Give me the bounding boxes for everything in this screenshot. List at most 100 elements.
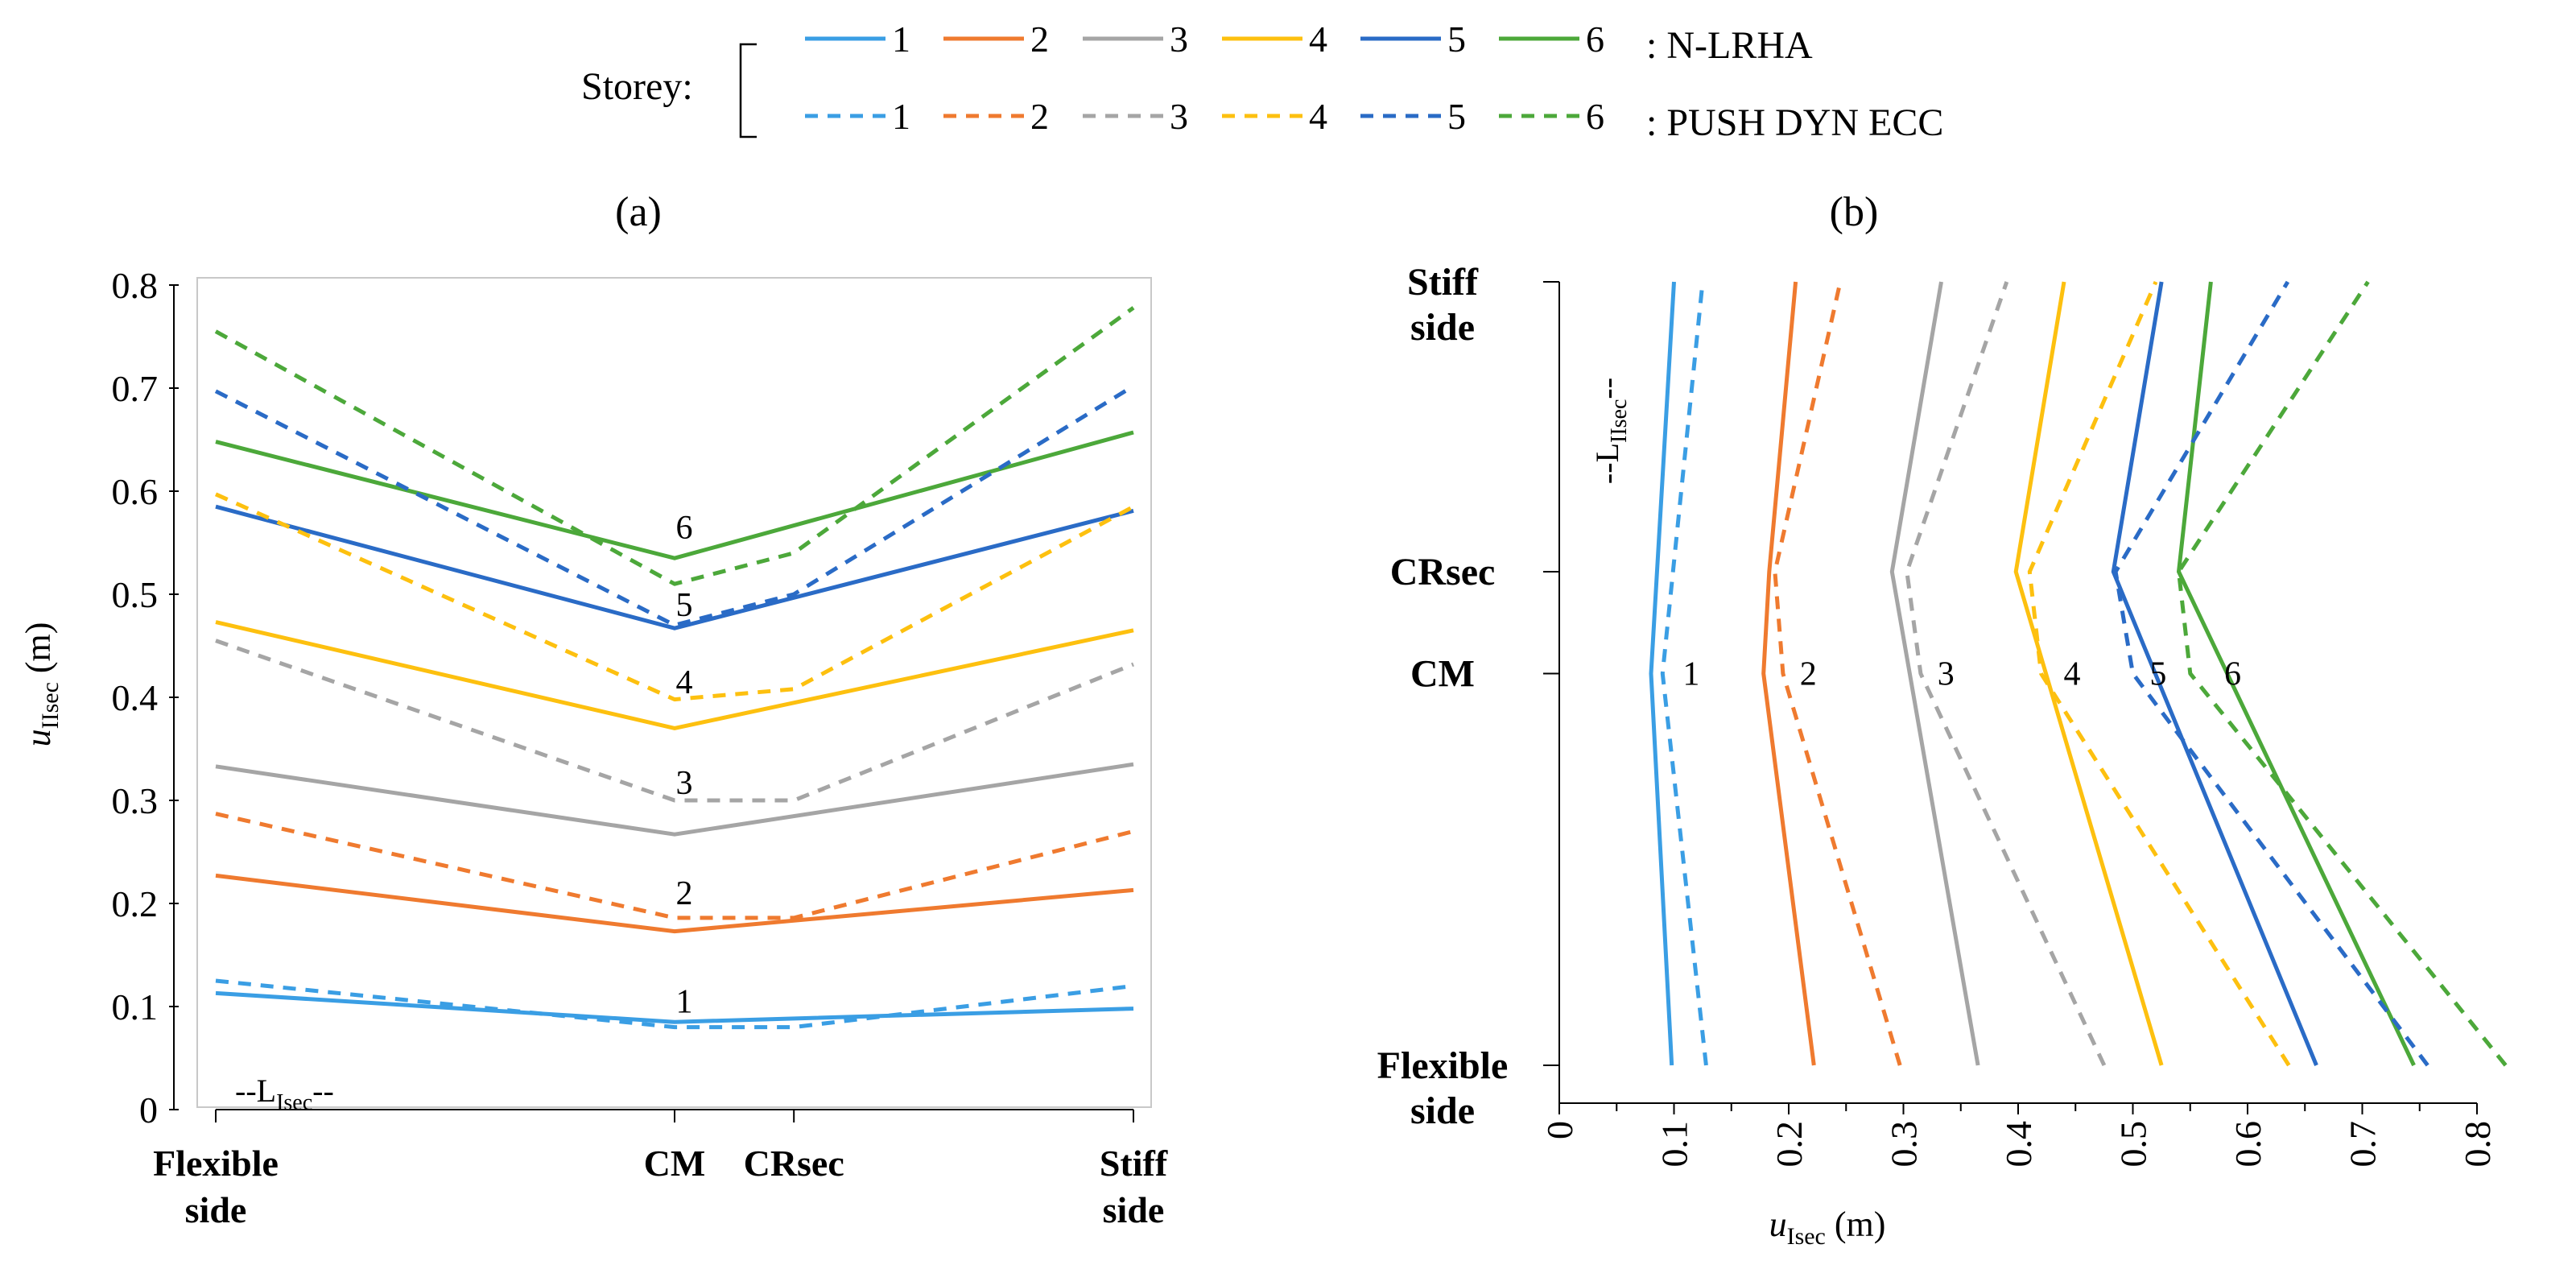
x-tick-label-a: CM: [644, 1143, 706, 1184]
legend: Storey: 1 1 2 2 3 3 4 4 5 5 6 6 : N-LRHA : PUSH DYN…: [581, 19, 1943, 144]
legend-entry-solid-4: 4: [1309, 19, 1327, 60]
y-tick-label-b: CRsec: [1390, 551, 1496, 593]
legend-dashed-label: : PUSH DYN ECC: [1646, 101, 1943, 144]
series-line-a-4-nlrha: [215, 620, 1134, 730]
series-line-b-4-nlrha: [2013, 281, 2164, 1066]
legend-entry-dashed-1: 1: [892, 96, 910, 137]
series-line-a-5-push: [214, 384, 1135, 627]
y-tick-label-b: side: [1410, 1089, 1475, 1132]
y-tick-label-a: 0.6: [112, 471, 159, 512]
storey-label-b-2: 2: [1800, 656, 1817, 693]
series-line-a-3-push: [215, 639, 1134, 803]
panel-label-a: (a): [615, 189, 662, 235]
series-line-b-6-push: [2177, 280, 2508, 1067]
storey-label-b-4: 4: [2064, 656, 2081, 693]
x-tick-label-b: 0.3: [1884, 1121, 1925, 1168]
x-tick-label-b-group: 0: [1539, 1121, 1580, 1139]
x-tick-label-b: 0.7: [2343, 1121, 2384, 1168]
storey-label-a-2: 2: [676, 875, 693, 912]
legend-bracket: [739, 43, 757, 138]
y-tick-label-a: 0: [139, 1089, 158, 1131]
y-tick-label-b: Flexible: [1377, 1044, 1509, 1087]
legend-prefix: Storey:: [581, 65, 693, 108]
svg-text:uIsec (m): uIsec (m): [1769, 1205, 1886, 1250]
series-line-a-2-push: [215, 812, 1134, 920]
x-tick-label-b: 0.8: [2457, 1121, 2498, 1168]
x-tick-label-a: side: [1103, 1189, 1165, 1230]
plot-frame-a: [196, 277, 1152, 1108]
x-tick-label-b-group: 0.2: [1769, 1121, 1810, 1168]
series-line-b-2-nlrha: [1761, 281, 1816, 1066]
x-axis-label-b-var: u: [1769, 1205, 1787, 1244]
y-tick-label-a: 0.5: [112, 574, 159, 615]
x-tick-label-b: 0.4: [1998, 1121, 2039, 1168]
series-line-b-1-nlrha: [1649, 281, 1676, 1066]
x-tick-label-b-group: 0.6: [2227, 1121, 2268, 1168]
y-tick-label-a: 0.4: [112, 677, 159, 718]
legend-entry-solid-5: 5: [1447, 19, 1466, 60]
svg-text:--LIIsec--: --LIIsec--: [1589, 378, 1632, 484]
y-axis-label-b: --LIIsec--: [1589, 378, 1632, 484]
y-axis-label-a-suffix: (m): [19, 622, 58, 683]
x-tick-label-b-group: 0.4: [1998, 1121, 2039, 1168]
x-axis-label-b-sub: Isec: [1787, 1223, 1826, 1250]
x-axis-label-a-suffix: --: [312, 1073, 334, 1109]
series-line-b-5-nlrha: [2111, 281, 2318, 1066]
x-tick-label-b-group: 0.5: [2113, 1121, 2154, 1168]
x-tick-label-a: side: [185, 1189, 247, 1230]
svg-text:--LIsec--: --LIsec--: [235, 1073, 334, 1115]
x-axis-label-b: uIsec (m): [1769, 1205, 1886, 1250]
y-tick-label-b: side: [1410, 306, 1475, 349]
legend-entry-dashed-6: 6: [1586, 96, 1604, 137]
x-tick-label-b-group: 0.8: [2457, 1121, 2498, 1168]
storey-label-b-5: 5: [2149, 656, 2166, 693]
legend-entry-dashed-3: 3: [1170, 96, 1188, 137]
x-tick-label-b: 0.2: [1769, 1121, 1810, 1168]
y-axis-label-a-sub: IIsec: [37, 682, 64, 729]
x-axis-label-a: --LIsec--: [235, 1073, 334, 1115]
y-axis-label-b-prefix: --L: [1589, 443, 1625, 484]
y-axis-label-b-suffix: --: [1589, 378, 1625, 399]
series-line-a-2-nlrha: [215, 873, 1134, 934]
storey-label-a-6: 6: [676, 510, 693, 547]
y-axis-label-a-var: u: [19, 729, 58, 746]
legend-solid-label: : N-LRHA: [1646, 24, 1813, 67]
x-tick-label-b: 0.1: [1654, 1121, 1695, 1168]
y-tick-label-a: 0.7: [112, 368, 159, 409]
y-tick-label-a: 0.3: [112, 780, 159, 821]
series-line-b-3-push: [1905, 281, 2107, 1067]
series-line-b-3-nlrha: [1889, 281, 1980, 1066]
y-tick-label-a: 0.2: [112, 883, 159, 924]
legend-entry-solid-1: 1: [892, 19, 910, 60]
legend-entry-dashed-4: 4: [1309, 96, 1327, 137]
legend-entry-solid-3: 3: [1170, 19, 1188, 60]
svg-text:uIIsec (m): uIIsec (m): [19, 622, 64, 747]
y-tick-label-a: 0.1: [112, 986, 159, 1027]
legend-entry-dashed-5: 5: [1447, 96, 1466, 137]
x-tick-label-b: 0: [1539, 1121, 1580, 1139]
storey-label-b-3: 3: [1938, 656, 1955, 693]
x-axis-label-b-suffix: (m): [1826, 1205, 1886, 1244]
x-tick-label-b: 0.6: [2227, 1121, 2268, 1168]
x-tick-label-b-group: 0.1: [1654, 1121, 1695, 1168]
x-tick-label-b: 0.5: [2113, 1121, 2154, 1168]
x-axis-label-a-sub: Isec: [276, 1090, 312, 1115]
legend-entry-solid-6: 6: [1586, 19, 1604, 60]
y-tick-label-b: CM: [1410, 653, 1475, 696]
storey-label-a-4: 4: [676, 664, 693, 701]
series-line-a-5-nlrha: [215, 504, 1134, 630]
x-tick-label-b-group: 0.3: [1884, 1121, 1925, 1168]
x-tick-label-a: Flexible: [153, 1143, 279, 1184]
storey-label-b-1: 1: [1682, 656, 1699, 693]
series-line-a-1-push: [215, 978, 1134, 1030]
x-tick-label-a: Stiff: [1100, 1143, 1168, 1184]
series-line-a-1-nlrha: [215, 990, 1134, 1024]
storey-label-a-1: 1: [676, 984, 693, 1021]
legend-entry-solid-2: 2: [1030, 19, 1049, 60]
series-line-a-3-nlrha: [215, 762, 1134, 837]
series-line-a-6-nlrha: [215, 430, 1134, 560]
series-line-b-2-push: [1773, 281, 1902, 1066]
x-axis-label-a-prefix: --L: [235, 1073, 276, 1109]
